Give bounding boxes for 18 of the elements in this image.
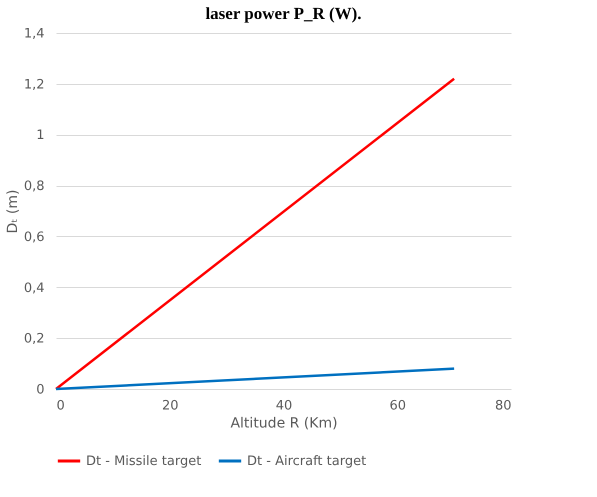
chart-title: laser power P_R (W). bbox=[205, 4, 362, 23]
legend-label: Dt - Aircraft target bbox=[247, 454, 366, 469]
x-tick-label: 20 bbox=[162, 398, 179, 414]
y-tick-label: 1,4 bbox=[24, 26, 44, 42]
x-tick-label: 0 bbox=[56, 398, 65, 414]
y-tick-label: 1,2 bbox=[24, 77, 44, 92]
y-axis-title: Dₜ (m) bbox=[4, 190, 21, 234]
y-tick-label: 1 bbox=[36, 128, 44, 144]
y-tick-label: 0,4 bbox=[24, 280, 44, 296]
x-axis-title: Altitude R (Km) bbox=[230, 416, 338, 432]
x-tick-label: 60 bbox=[389, 398, 406, 414]
legend-label: Dt - Missile target bbox=[86, 454, 202, 469]
x-tick-label: 40 bbox=[276, 398, 292, 414]
y-tick-label: 0,6 bbox=[24, 230, 44, 245]
y-tick-label: 0,8 bbox=[24, 179, 44, 194]
y-tick-label: 0 bbox=[36, 382, 44, 398]
x-tick-label: 80 bbox=[494, 398, 512, 414]
y-tick-label: 0,2 bbox=[24, 332, 44, 347]
